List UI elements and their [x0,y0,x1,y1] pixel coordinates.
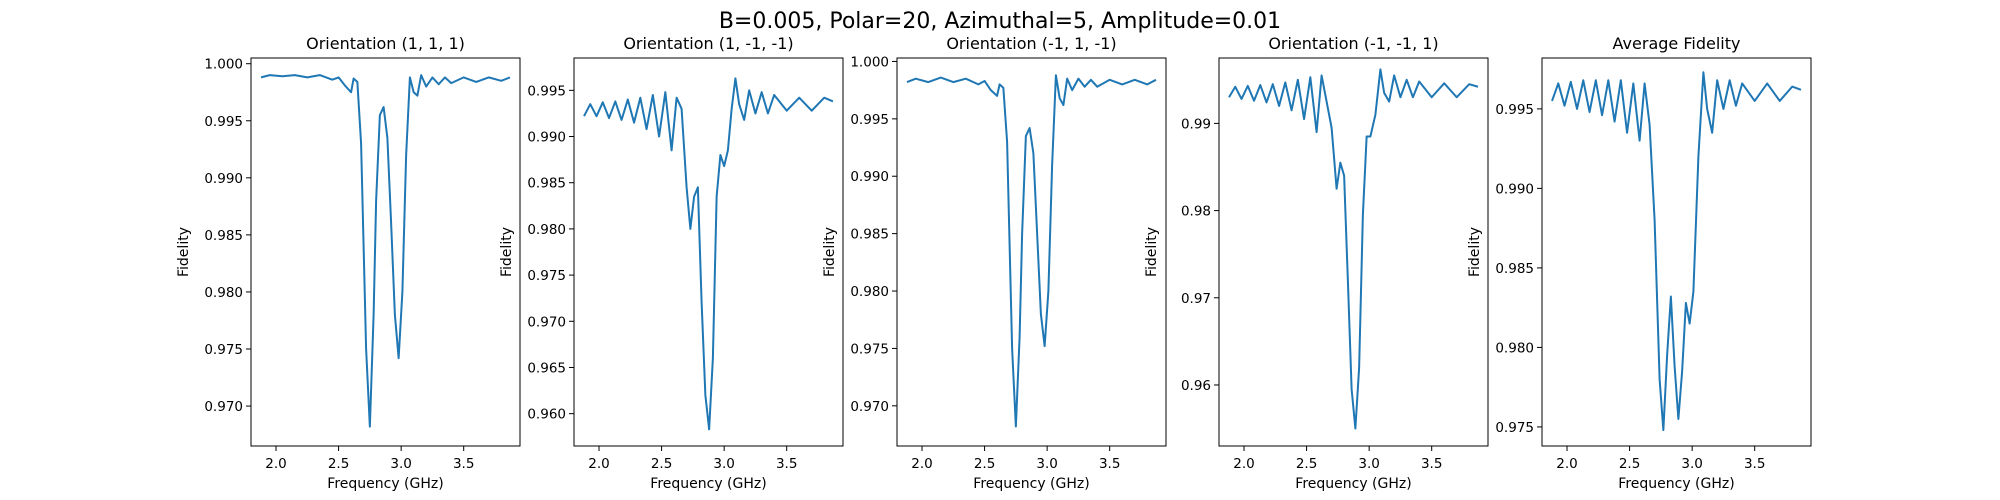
x-tick-label: 2.5 [974,456,995,472]
subplot-title: Orientation (-1, -1, 1) [1268,34,1438,53]
subplot-5: 2.0 2.5 3.0 3.5 0.975 0.980 0.985 0.990 0.995 Ave… [1467,34,1812,492]
x-axis-label: Frequency (GHz) [1295,476,1411,492]
y-axis-label: Fidelity [1144,227,1160,277]
x-tick-label: 3.0 [713,456,734,472]
y-tick-label: 0.985 [204,228,243,244]
y-tick-label: 0.995 [527,83,566,99]
y-tick-label: 0.975 [1495,420,1534,436]
y-tick-label: 0.980 [850,284,889,300]
x-axis-label: Frequency (GHz) [1618,476,1734,492]
x-tick-label: 3.0 [1036,456,1057,472]
fidelity-line [260,74,511,428]
x-tick-label: 2.0 [265,456,286,472]
y-tick-label: 0.995 [850,112,889,128]
x-tick-label: 2.0 [1556,456,1577,472]
subplot-title: Orientation (-1, 1, -1) [946,34,1116,53]
y-tick-label: 0.970 [527,314,566,330]
x-tick-label: 2.0 [1233,456,1254,472]
y-tick-label: 0.985 [527,176,566,192]
subplot-4: 2.0 2.5 3.0 3.5 0.96 0.97 0.98 0.99 Orientation … [1144,34,1489,492]
x-tick-label: 3.5 [776,456,797,472]
y-tick-label: 0.960 [527,407,566,423]
axes-frame [573,57,844,447]
axes-frame [1218,57,1489,447]
axes-frame [250,57,521,447]
x-tick-label: 3.0 [1358,456,1379,472]
subplot-1: 2.0 2.5 3.0 3.5 0.970 0.975 0.980 0.985 0.990 0.9… [176,34,521,492]
y-tick-label: 0.990 [1495,181,1534,197]
y-axis-label: Fidelity [499,227,515,277]
x-axis-label: Frequency (GHz) [650,476,766,492]
y-tick-label: 0.995 [1495,102,1534,118]
y-tick-label: 1.000 [850,54,889,70]
y-tick-label: 0.985 [1495,261,1534,277]
x-tick-label: 3.5 [1421,456,1442,472]
x-axis-label: Frequency (GHz) [327,476,443,492]
x-tick-label: 2.5 [651,456,672,472]
subplot-title: Orientation (1, -1, -1) [623,34,793,53]
y-axis-label: Fidelity [822,227,838,277]
subplot-title: Average Fidelity [1613,34,1741,53]
fidelity-line [906,74,1157,428]
x-tick-label: 3.5 [453,456,474,472]
x-tick-label: 2.5 [328,456,349,472]
x-tick-label: 3.0 [390,456,411,472]
x-tick-label: 2.0 [588,456,609,472]
y-tick-label: 0.98 [1181,204,1211,220]
y-tick-label: 0.970 [850,399,889,415]
y-tick-label: 0.965 [527,360,566,376]
x-tick-label: 3.0 [1681,456,1702,472]
y-tick-label: 0.980 [527,222,566,238]
y-tick-label: 0.975 [527,268,566,284]
fidelity-line [1228,68,1479,430]
x-tick-label: 3.5 [1099,456,1120,472]
fidelity-line [1551,71,1802,432]
y-tick-label: 0.97 [1181,291,1211,307]
x-tick-label: 2.5 [1296,456,1317,472]
y-tick-label: 0.980 [204,285,243,301]
y-tick-label: 0.990 [204,171,243,187]
y-tick-label: 0.975 [204,342,243,358]
subplot-2: 2.0 2.5 3.0 3.5 0.960 0.965 0.970 0.975 0.980 0.9… [499,34,844,492]
y-tick-label: 0.980 [1495,340,1534,356]
subplot-title: Orientation (1, 1, 1) [306,34,465,53]
y-tick-label: 0.975 [850,341,889,357]
x-axis-label: Frequency (GHz) [973,476,1089,492]
fidelity-line [583,77,834,431]
figure-suptitle: B=0.005, Polar=20, Azimuthal=5, Amplitud… [719,9,1281,34]
y-tick-label: 0.995 [204,114,243,130]
y-tick-label: 1.000 [204,57,243,73]
y-tick-label: 0.990 [527,130,566,146]
axes-frame [896,57,1167,447]
y-tick-label: 0.96 [1181,378,1211,394]
x-tick-label: 3.5 [1744,456,1765,472]
y-axis-label: Fidelity [1467,227,1483,277]
y-axis-label: Fidelity [176,227,192,277]
y-tick-label: 0.99 [1181,116,1211,132]
axes-frame [1541,57,1812,447]
x-tick-label: 2.0 [911,456,932,472]
y-tick-label: 0.990 [850,169,889,185]
subplot-3: 2.0 2.5 3.0 3.5 0.970 0.975 0.980 0.985 0.990 0.9… [822,34,1167,492]
subplot-grid: 2.0 2.5 3.0 3.5 0.970 0.975 0.980 0.985 0.990 0.9… [176,34,1812,492]
y-tick-label: 0.985 [850,227,889,243]
y-tick-label: 0.970 [204,399,243,415]
x-tick-label: 2.5 [1619,456,1640,472]
